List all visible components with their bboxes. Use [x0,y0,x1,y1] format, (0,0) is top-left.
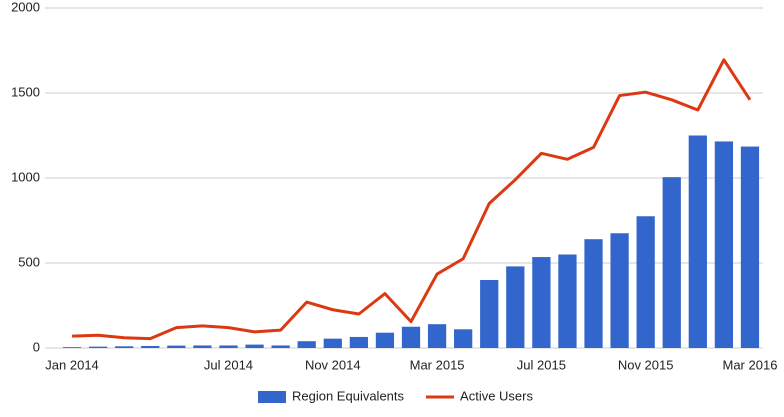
y-tick-label: 1500 [11,84,40,99]
y-tick-label: 2000 [11,0,40,14]
legend-label: Active Users [460,388,533,403]
bar [375,332,395,348]
bar [62,347,82,348]
bar [636,216,655,348]
line [71,58,752,341]
y-tick-label: 500 [18,254,40,269]
bar [271,345,290,348]
bar [714,141,734,348]
bar [584,239,603,348]
legend-swatch [258,391,286,403]
legend-label: Region Equivalents [292,388,405,403]
bar [688,135,707,348]
x-tick-label: Mar 2016 [723,357,778,372]
bar [610,233,629,348]
bar [506,266,525,348]
bar [297,341,316,348]
y-tick-label: 0 [33,339,40,354]
bar [427,324,447,348]
bar [219,345,238,348]
x-tick-label: Nov 2014 [305,357,361,372]
x-tick-label: Jan 2014 [45,357,99,372]
bar [740,146,760,348]
bar [115,346,134,348]
bar [480,280,499,348]
bar [193,345,212,348]
bar [558,254,577,348]
bar [454,329,473,348]
x-tick-label: Nov 2015 [618,357,674,372]
bar [141,345,160,348]
x-tick-label: Mar 2015 [410,357,465,372]
bar [532,257,551,348]
bar [401,326,421,348]
x-tick-label: Jul 2015 [517,357,566,372]
bar [88,346,108,348]
x-tick-label: Jul 2014 [204,357,253,372]
bar [349,336,368,348]
y-tick-label: 1000 [11,169,40,184]
bar [167,345,186,348]
bar [245,344,264,348]
bar [323,338,342,348]
bar [662,177,681,348]
